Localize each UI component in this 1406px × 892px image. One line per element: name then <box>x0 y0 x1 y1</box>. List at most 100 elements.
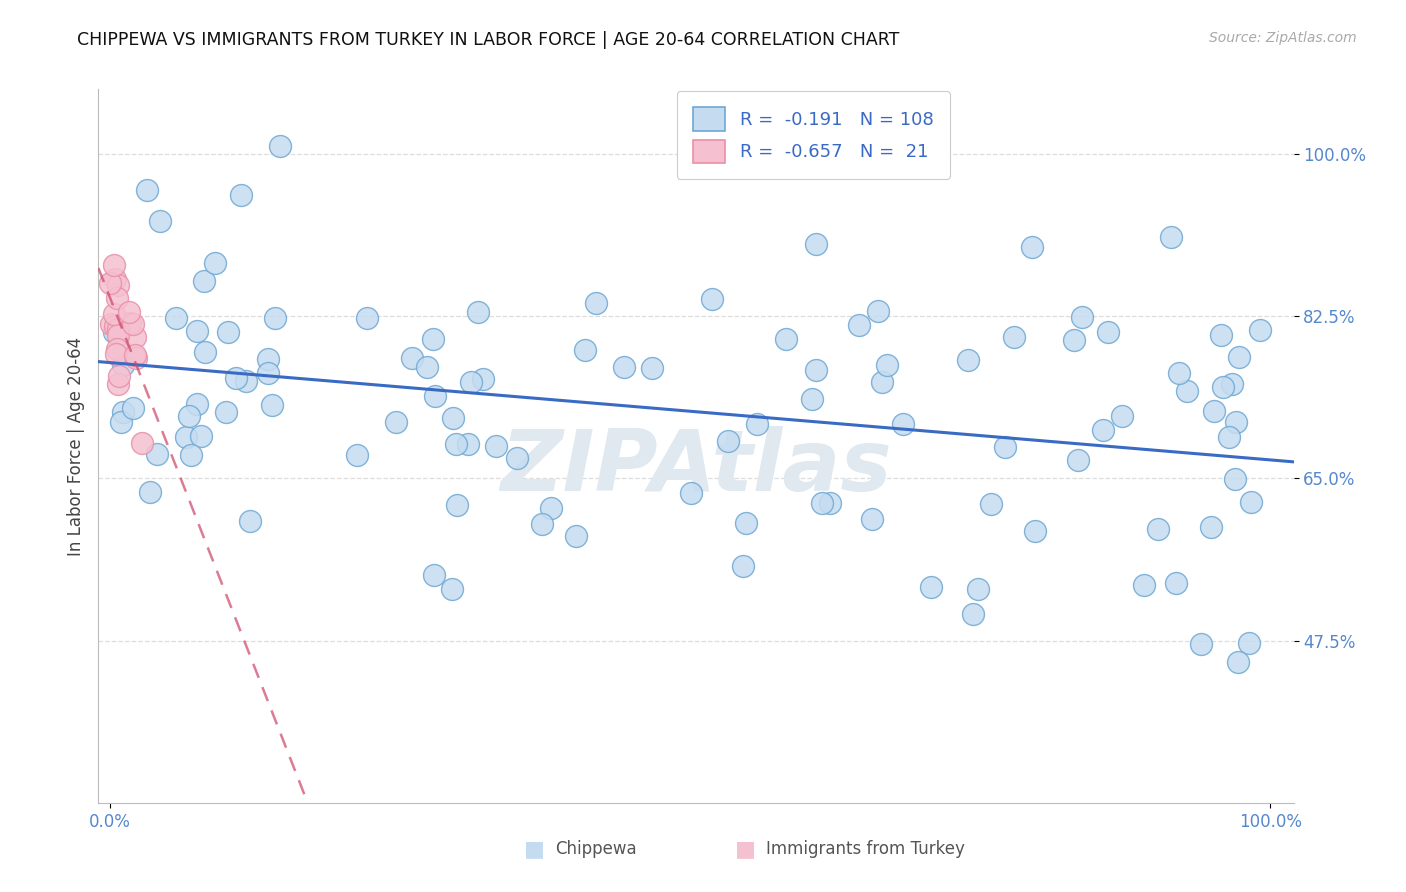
Point <box>108 368 131 383</box>
Point <box>457 437 479 451</box>
Point <box>1097 325 1119 339</box>
Point <box>425 389 447 403</box>
Point <box>186 397 208 411</box>
Point <box>876 358 898 372</box>
Point <box>1002 330 1025 344</box>
Point <box>107 328 129 343</box>
Point <box>700 293 723 307</box>
Point <box>467 305 489 319</box>
Point <box>346 448 368 462</box>
Point <box>124 348 146 362</box>
Point <box>1225 415 1247 429</box>
Point <box>818 496 841 510</box>
Point <box>1071 310 1094 325</box>
Point <box>446 498 468 512</box>
Point <box>105 342 128 356</box>
Point <box>217 325 239 339</box>
Text: Source: ZipAtlas.com: Source: ZipAtlas.com <box>1209 31 1357 45</box>
Legend: R =  -0.191   N = 108, R =  -0.657   N =  21: R = -0.191 N = 108, R = -0.657 N = 21 <box>676 91 950 179</box>
Point <box>165 311 187 326</box>
Point <box>717 434 740 448</box>
Point <box>1237 635 1260 649</box>
Text: Immigrants from Turkey: Immigrants from Turkey <box>766 840 965 858</box>
Point <box>1111 409 1133 423</box>
Point <box>1021 239 1043 253</box>
Text: CHIPPEWA VS IMMIGRANTS FROM TURKEY IN LABOR FORCE | AGE 20-64 CORRELATION CHART: CHIPPEWA VS IMMIGRANTS FROM TURKEY IN LA… <box>77 31 900 49</box>
Point <box>444 437 467 451</box>
Point <box>641 360 664 375</box>
Point <box>1199 520 1222 534</box>
Point <box>804 363 827 377</box>
Point <box>775 332 797 346</box>
Point <box>103 258 125 272</box>
Point <box>121 317 143 331</box>
Point <box>811 496 834 510</box>
Point <box>1166 575 1188 590</box>
Point <box>804 237 827 252</box>
Point <box>980 497 1002 511</box>
Point <box>103 307 125 321</box>
Point <box>1226 655 1249 669</box>
Point <box>190 429 212 443</box>
Point <box>540 500 562 515</box>
Point <box>870 376 893 390</box>
Point <box>1024 524 1046 539</box>
Point <box>177 409 200 423</box>
Point <box>574 343 596 357</box>
Point <box>565 529 588 543</box>
Point <box>257 366 280 380</box>
Point <box>385 416 408 430</box>
Point <box>1147 522 1170 536</box>
Point <box>956 353 979 368</box>
Text: ■: ■ <box>524 839 544 859</box>
Point <box>585 296 607 310</box>
Point <box>868 303 890 318</box>
Point <box>264 311 287 326</box>
Point <box>149 214 172 228</box>
Point <box>131 436 153 450</box>
Point <box>194 344 217 359</box>
Point <box>180 448 202 462</box>
Point <box>747 417 769 431</box>
Point <box>107 278 129 293</box>
Text: ZIPAtlas: ZIPAtlas <box>501 425 891 509</box>
Point <box>967 582 990 596</box>
Point <box>1209 328 1232 343</box>
Point <box>1092 423 1115 437</box>
Point <box>1160 230 1182 244</box>
Point <box>107 322 129 336</box>
Point <box>891 417 914 432</box>
Point <box>122 401 145 416</box>
Point <box>1223 472 1246 486</box>
Point <box>441 410 464 425</box>
Point <box>176 430 198 444</box>
Point <box>1168 367 1191 381</box>
Point <box>485 439 508 453</box>
Point <box>112 358 135 372</box>
Point <box>124 351 146 365</box>
Point <box>1202 404 1225 418</box>
Point <box>440 582 463 596</box>
Point <box>257 352 280 367</box>
Point <box>111 405 134 419</box>
Point <box>860 512 883 526</box>
Point <box>105 291 128 305</box>
Point <box>100 317 122 331</box>
Point <box>679 486 702 500</box>
Point <box>423 568 446 582</box>
Point <box>1133 578 1156 592</box>
Point <box>229 187 252 202</box>
Point <box>460 376 482 390</box>
Point <box>204 256 226 270</box>
Point <box>472 372 495 386</box>
Point <box>215 405 238 419</box>
Point <box>186 324 208 338</box>
Point <box>1212 379 1234 393</box>
Point <box>994 441 1017 455</box>
Point <box>145 447 167 461</box>
Point <box>401 351 423 365</box>
Y-axis label: In Labor Force | Age 20-64: In Labor Force | Age 20-64 <box>66 336 84 556</box>
Point <box>104 271 127 285</box>
Point <box>107 376 129 391</box>
Point <box>733 558 755 573</box>
